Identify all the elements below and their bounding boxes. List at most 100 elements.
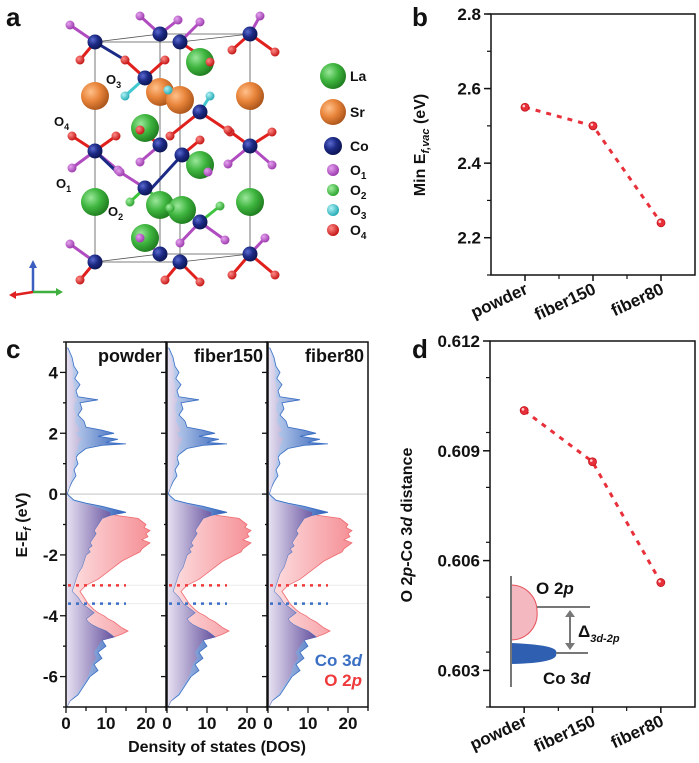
ylabel-c: E-Ef (eV) [14,492,34,557]
o1-atom [135,233,145,243]
co-atom [172,254,188,270]
x-tick-label: 20 [339,714,358,733]
co-atom [192,104,208,120]
data-point [656,578,666,587]
o4-atom [205,57,215,67]
subpanel-title: fiber80 [305,346,364,366]
o4-atom [195,277,205,287]
y-tick-label: 2.4 [457,154,481,173]
x-tick-label: 20 [238,714,257,733]
site-label-o4: O4 [54,114,69,132]
panel-label-c: c [6,334,21,364]
co-atom [242,26,258,42]
o3-atom [120,91,130,101]
legend-item-o1: O1 [327,162,367,182]
y-tick-label: 0.603 [437,661,480,680]
o4-atom [195,135,205,145]
la-atom [81,188,109,216]
o1-atom [135,157,145,167]
data-point-highlight [522,104,526,108]
la-atom [168,196,196,224]
inset-o2p-label: O 2p [536,579,574,598]
co-atom [137,180,153,196]
legend-c: Co 3d O 2p [315,651,363,690]
x-tick-label: powder [467,711,530,754]
o1-atom [135,11,145,21]
panel-label-b: b [412,2,428,32]
panel-label-a: a [6,2,21,32]
legend-swatch [320,99,346,125]
gap-arrow-down-icon [565,643,575,650]
x-tick-label: 0 [162,714,171,733]
site-label-o1: O1 [56,176,71,194]
y-tick-label: 2 [49,424,58,443]
gap-arrow-up-icon [565,610,575,617]
band-gap-inset: O 2p Co 3d Δ3d-2p [510,576,620,688]
inset-gap-label: Δ3d-2p [578,622,620,645]
o1-atom [195,17,205,27]
unit-cell-outline [94,33,251,263]
o4-atom [135,125,145,135]
o4-atom [223,125,233,135]
data-point [656,218,666,228]
data-point [588,457,597,467]
la-atom [146,191,174,219]
y-tick-label: -6 [43,668,58,687]
x-tick-label: 0 [263,714,272,733]
co-atom [152,26,168,42]
o2-atom [215,201,225,211]
o1-atom [67,163,77,173]
sr-atom [81,82,109,110]
dos-subpanel-fiber150 [167,347,267,707]
site-label-o2: O2 [108,204,123,222]
legend-label: O4 [350,222,367,242]
legend-swatch [324,137,342,155]
o1-atom [115,167,125,177]
legend-label: Co [350,138,369,154]
co-atom [152,246,168,262]
chart-b: 2.2 2.4 2.6 2.8 powder fiber150 fiber80 Min E… [412,5,696,324]
data-point-highlight [590,459,593,462]
site-labels: O3 O4 O1 O2 [54,72,123,222]
o4-atom [270,270,280,280]
data-point-highlight [521,408,525,411]
x-tick-label: fiber80 [608,711,667,752]
y-tick-label: 0.606 [437,552,480,571]
legend-item-o4: O4 [327,222,367,242]
o4-atom [227,45,237,55]
o1-atom [175,238,185,248]
co-atom [87,143,103,159]
subpanel-title: fiber150 [194,346,263,366]
legend-item-co: Co [324,137,369,155]
co3d-band-shape [511,643,557,664]
data-point [520,102,530,112]
o4-atom [120,55,130,65]
bond [148,153,184,192]
la-atom [131,224,159,252]
legend-label: La [350,68,367,84]
legend-swatch [327,204,339,216]
o4-atom [75,275,85,285]
overlap-dos-area [167,348,215,707]
legend-swatch [320,63,346,89]
overlap-dos-area [268,348,316,707]
o4-atom [165,131,175,141]
legend-label: Sr [350,104,365,120]
o1-atom [255,11,265,21]
o4-atom [227,270,237,280]
xyz-axes-icon [9,260,63,299]
legend-label: O3 [350,202,367,222]
legend-item-sr: Sr [320,99,365,125]
o1-atom [260,233,270,243]
o4-atom [267,127,277,137]
inset-co3d-label: Co 3d [543,669,591,688]
sr-atom [166,86,194,114]
legend-label: O2 [350,182,367,202]
y-tick-label: -2 [43,546,58,565]
co-atom [87,34,103,50]
co-atom [174,147,190,163]
